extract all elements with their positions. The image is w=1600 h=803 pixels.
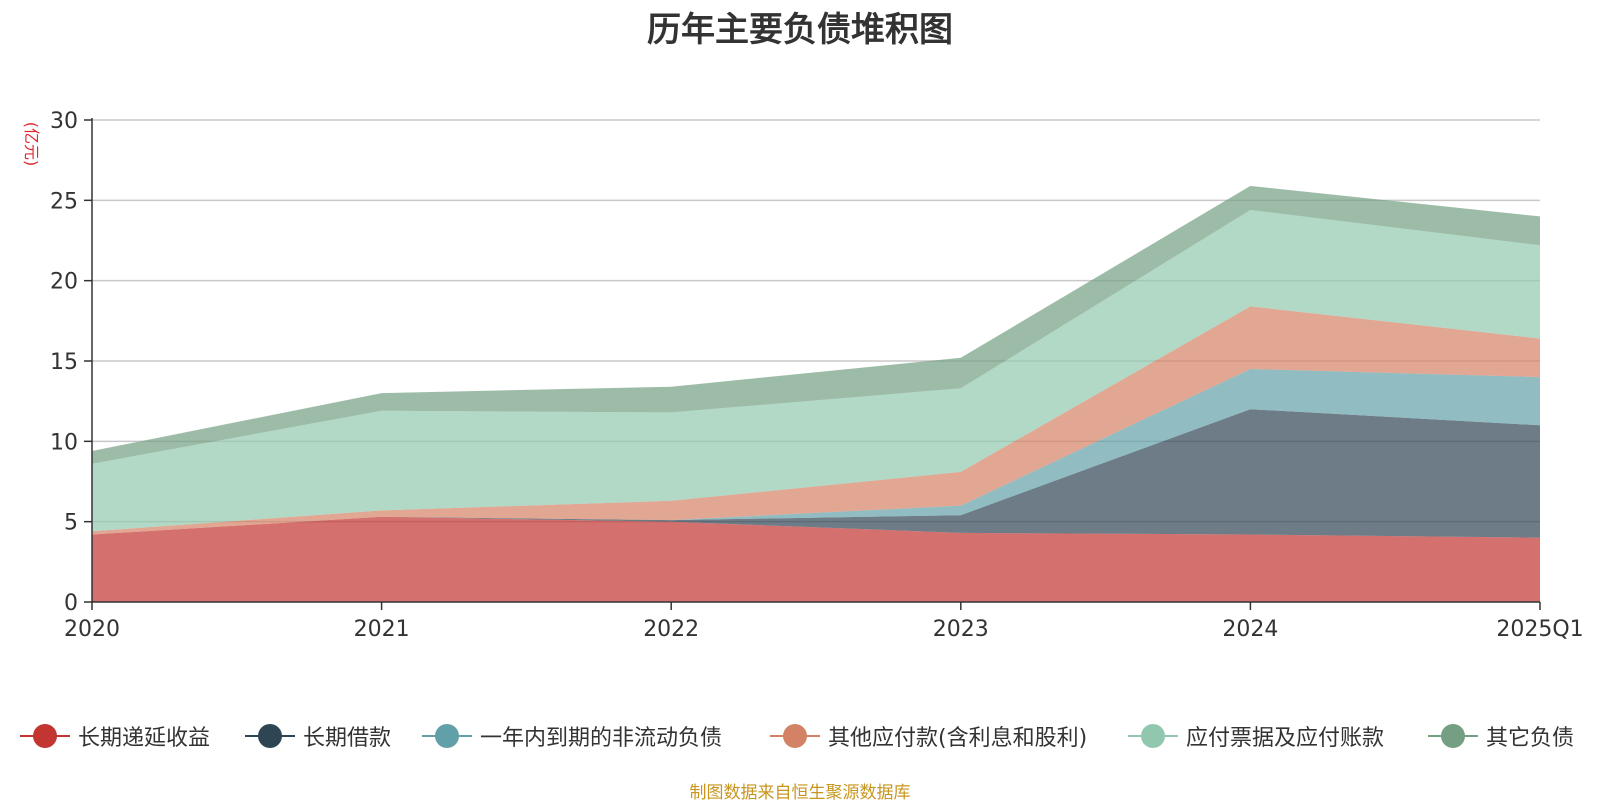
y-tick-label: 30 <box>50 109 78 134</box>
legend-marker-icon <box>245 721 295 751</box>
source-note: 制图数据来自恒生聚源数据库 <box>689 783 911 803</box>
legend-item[interactable]: 其他应付款(含利息和股利) <box>770 716 1087 756</box>
stacked-area-chart: 0 5 10 15 20 25 30 2020 2021 2022 2023 2024 2025Q1 (… <box>22 109 1584 642</box>
legend-marker-dot <box>1441 724 1465 748</box>
area-series-6 <box>92 185 1540 464</box>
legend-marker-dot <box>258 724 282 748</box>
x-tick-label: 2025Q1 <box>1496 617 1583 642</box>
legend-item[interactable]: 一年内到期的非流动负债 <box>422 716 722 756</box>
legend-label: 其它负债 <box>1486 726 1575 751</box>
axes: 0 5 10 15 20 25 30 2020 2021 2022 2023 2024 2025Q1 <box>50 109 1584 642</box>
chart-title: 历年主要负债堆积图 <box>647 10 953 50</box>
area-series <box>92 185 1540 602</box>
legend-marker-dot <box>435 724 459 748</box>
x-tick-label: 2024 <box>1222 617 1278 642</box>
legend-marker-dot <box>1141 724 1165 748</box>
legend-label: 应付票据及应付账款 <box>1186 726 1385 751</box>
x-tick-label: 2021 <box>354 617 410 642</box>
legend-label: 长期借款 <box>303 726 392 751</box>
legend-marker-dot <box>33 724 57 748</box>
legend-label: 长期递延收益 <box>78 726 211 751</box>
legend-marker-icon <box>20 721 70 751</box>
y-tick-label: 25 <box>50 189 78 214</box>
legend-marker-dot <box>783 724 807 748</box>
area-series-2 <box>92 409 1540 538</box>
y-tick-label: 5 <box>64 511 78 536</box>
legend-item[interactable]: 应付票据及应付账款 <box>1128 716 1384 756</box>
legend-label: 一年内到期的非流动负债 <box>480 726 723 751</box>
area-series-1 <box>92 516 1540 602</box>
area-series-3 <box>92 369 1540 535</box>
x-tick-label: 2020 <box>64 617 120 642</box>
y-tick-label: 15 <box>50 350 78 375</box>
legend-marker-icon <box>422 721 472 751</box>
legend-marker-icon <box>1428 721 1478 751</box>
y-tick-label: 10 <box>50 430 78 455</box>
x-tick-label: 2022 <box>643 617 699 642</box>
legend-marker-icon <box>770 721 820 751</box>
legend-item[interactable]: 其它负债 <box>1428 716 1574 756</box>
y-axis-unit-label: (亿元) <box>22 122 41 167</box>
legend-item[interactable]: 长期借款 <box>245 716 391 756</box>
legend-item[interactable]: 长期递延收益 <box>20 716 210 756</box>
y-tick-label: 20 <box>50 270 78 295</box>
area-series-4 <box>92 306 1540 535</box>
legend-label: 其他应付款(含利息和股利) <box>828 726 1088 751</box>
x-tick-label: 2023 <box>933 617 989 642</box>
y-tick-label: 0 <box>64 591 78 616</box>
legend: 长期递延收益 长期借款 一年内到期的非流动负债 其他应付款(含利息和股利) 应付票据及应… <box>0 716 1600 756</box>
legend-marker-icon <box>1128 721 1178 751</box>
area-series-5 <box>92 210 1540 532</box>
